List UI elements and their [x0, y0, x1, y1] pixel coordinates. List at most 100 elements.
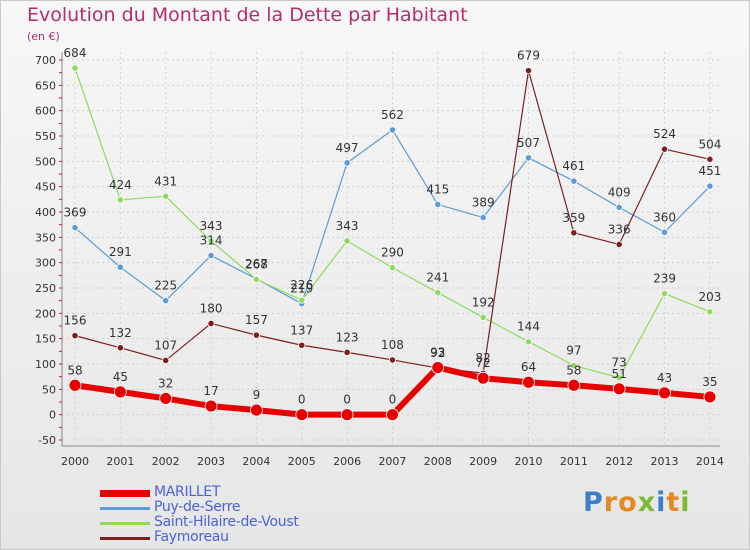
data-point [68, 378, 82, 392]
data-label: 369 [64, 206, 87, 220]
data-point [660, 228, 669, 236]
data-label: 123 [336, 330, 359, 344]
data-label: 82 [476, 351, 491, 365]
data-point [388, 264, 397, 272]
data-label: 64 [521, 360, 536, 374]
data-label: 72 [476, 356, 491, 370]
data-point [524, 154, 533, 162]
logo-letter: r [603, 487, 619, 518]
data-point [386, 408, 399, 422]
data-point [343, 159, 351, 167]
data-label: 497 [336, 141, 359, 155]
data-label: 424 [109, 178, 132, 192]
data-point [116, 263, 124, 271]
data-label: 97 [566, 344, 581, 358]
data-label: 291 [109, 245, 132, 259]
data-label: 343 [336, 219, 359, 233]
legend-label: Faymoreau [154, 529, 229, 545]
data-label: 336 [608, 222, 631, 236]
data-label: 108 [381, 338, 404, 352]
y-tick-label: 300 [35, 257, 56, 270]
data-point [706, 182, 714, 190]
y-tick-label: 700 [35, 54, 56, 67]
data-point [615, 203, 623, 212]
data-point [113, 385, 127, 399]
data-label: 241 [426, 271, 449, 285]
x-tick-label: 2013 [651, 455, 679, 468]
data-point [388, 126, 397, 134]
unit-label: (en €) [27, 30, 60, 43]
data-label: 58 [566, 363, 581, 377]
data-point [204, 399, 218, 413]
data-point [162, 356, 170, 365]
data-label: 156 [64, 314, 87, 328]
data-point [116, 196, 124, 204]
x-tick-label: 2005 [288, 455, 316, 468]
y-tick-label: -50 [38, 434, 56, 447]
data-label: 58 [67, 363, 82, 377]
legend-swatch [100, 489, 150, 497]
y-tick-label: 0 [49, 409, 56, 422]
x-tick-label: 2000 [61, 455, 89, 468]
data-point [343, 348, 351, 356]
legend-swatch [100, 521, 150, 525]
data-label: 45 [113, 370, 128, 384]
x-tick-label: 2008 [424, 455, 452, 468]
data-point [570, 177, 578, 185]
data-label: 192 [472, 295, 495, 309]
data-label: 507 [517, 136, 540, 150]
data-point [660, 289, 669, 298]
data-point [249, 403, 263, 417]
data-point [71, 224, 79, 232]
data-point [71, 332, 79, 340]
data-label: 415 [426, 182, 449, 196]
data-point [703, 390, 717, 404]
data-label: 290 [381, 246, 404, 260]
data-point [524, 67, 533, 75]
data-point [116, 344, 124, 352]
data-point [567, 378, 581, 392]
logo-letter: i [680, 487, 691, 518]
legend-label: Saint-Hilaire-de-Voust [154, 514, 299, 530]
data-point [479, 313, 487, 321]
data-label: 73 [612, 356, 627, 370]
legend-label: MARILLET [154, 484, 221, 500]
y-tick-label: 450 [35, 181, 56, 194]
data-label: 0 [298, 393, 306, 407]
data-point [159, 392, 173, 405]
data-label: 180 [200, 301, 223, 315]
data-label: 409 [608, 185, 631, 199]
logo-letter: x [637, 487, 657, 518]
x-tick-label: 2012 [605, 455, 633, 468]
data-label: 203 [698, 290, 721, 304]
data-label: 226 [290, 278, 313, 292]
data-point [252, 275, 260, 283]
y-tick-label: 600 [35, 105, 56, 118]
x-tick-label: 2006 [333, 455, 361, 468]
data-point [476, 371, 490, 385]
data-label: 684 [64, 46, 87, 60]
y-tick-label: 500 [35, 155, 56, 168]
data-label: 51 [612, 367, 627, 381]
data-point [570, 361, 578, 370]
logo-letter: t [666, 487, 681, 518]
x-tick-label: 2001 [106, 455, 134, 468]
data-label: 144 [517, 320, 540, 334]
data-label: 360 [653, 210, 676, 224]
data-point [615, 374, 623, 382]
data-label: 679 [517, 49, 540, 63]
data-label: 32 [158, 376, 173, 390]
logo-letter: P [583, 487, 604, 518]
data-label: 314 [200, 234, 223, 248]
legend-label: Puy-de-Serre [154, 499, 241, 515]
data-point [570, 229, 578, 237]
data-label: 562 [381, 108, 404, 122]
logo-letter: o [618, 487, 638, 518]
y-tick-label: 200 [35, 307, 56, 320]
y-tick-label: 150 [35, 333, 56, 346]
data-label: 267 [245, 257, 268, 271]
data-label: 524 [653, 127, 676, 141]
data-label: 0 [343, 393, 351, 407]
data-point [162, 192, 170, 200]
x-tick-label: 2003 [197, 455, 225, 468]
